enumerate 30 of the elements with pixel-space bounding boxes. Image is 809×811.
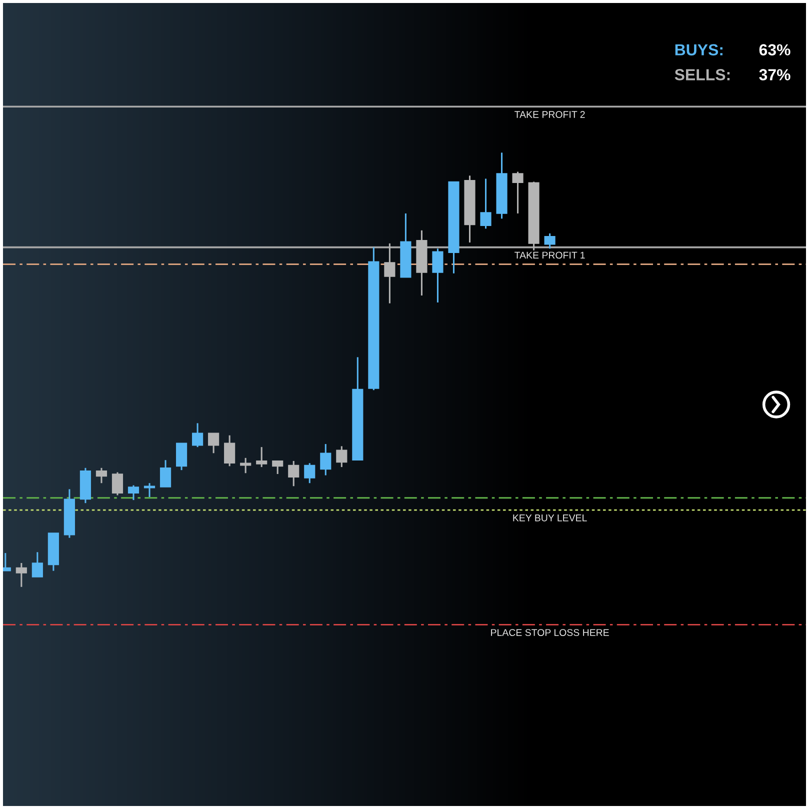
candlestick xyxy=(480,178,492,230)
text: 37% xyxy=(759,69,790,80)
candlestick xyxy=(432,248,444,304)
ref-line-label: TAKE PROFIT 2 xyxy=(514,111,585,118)
candlestick xyxy=(208,432,220,454)
candlestick xyxy=(176,442,188,471)
ref-line-label: KEY BUY LEVEL xyxy=(513,514,587,522)
candlestick xyxy=(256,446,268,468)
candlestick xyxy=(336,445,348,468)
candlestick xyxy=(224,434,236,467)
candlestick xyxy=(240,457,252,474)
candlestick xyxy=(320,443,332,476)
candlestick xyxy=(112,471,124,496)
text: 63% xyxy=(759,44,790,56)
candlestick xyxy=(288,460,300,487)
text: SELLS: xyxy=(674,69,730,80)
candlestick xyxy=(96,467,108,484)
ref-line-label: TAKE PROFIT 1 xyxy=(514,252,585,259)
candlestick xyxy=(144,482,156,498)
candlestick xyxy=(272,460,284,475)
candlestick xyxy=(544,232,556,250)
candlestick xyxy=(16,562,27,588)
candlestick xyxy=(512,170,524,214)
candlestick xyxy=(304,462,316,484)
candlestick xyxy=(128,484,140,501)
candlestick xyxy=(32,551,43,578)
text: BUYS: xyxy=(675,44,722,56)
candlestick xyxy=(192,422,204,448)
ref-line-label: PLACE STOP LOSS HERE xyxy=(491,629,609,636)
candlestick xyxy=(160,459,172,488)
